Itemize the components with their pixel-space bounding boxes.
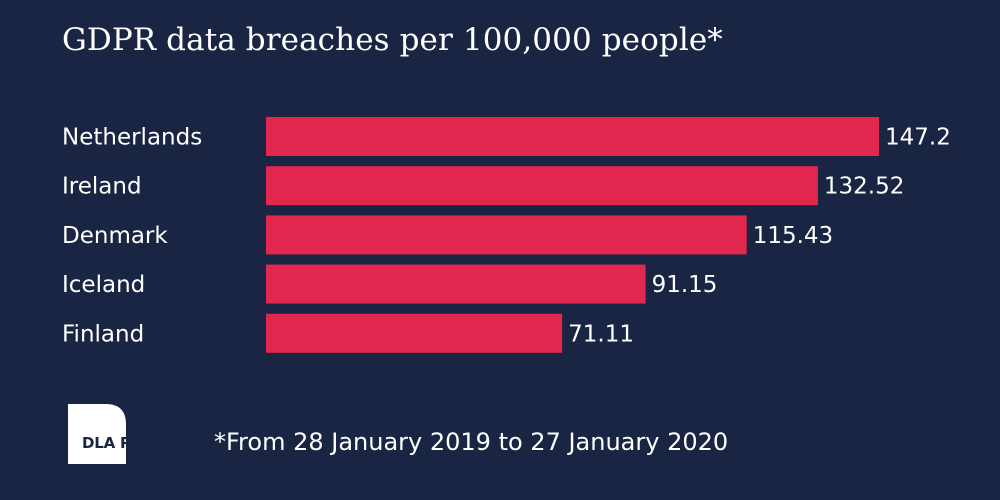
category-label: Denmark: [62, 223, 168, 249]
bar-value-label: 132.52: [824, 174, 904, 200]
bar-value-label: 147.2: [885, 125, 951, 151]
logo-text: DLA PIPER: [82, 434, 169, 452]
bar-value-label: 115.43: [753, 223, 833, 249]
category-label: Iceland: [62, 272, 145, 298]
bar: [266, 264, 646, 304]
category-label: Ireland: [62, 174, 142, 200]
bar: [266, 313, 563, 353]
footnote: *From 28 January 2019 to 27 January 2020: [214, 428, 729, 456]
bar: [266, 117, 879, 156]
bar-chart: Netherlands 147.2 Ireland 132.52 Denmark 115.…: [62, 117, 951, 353]
dla-piper-logo-icon: [68, 404, 126, 464]
bar: [266, 215, 747, 255]
category-label: Netherlands: [62, 125, 202, 151]
chart-title: GDPR data breaches per 100,000 people*: [62, 22, 723, 58]
bar-value-label: 91.15: [652, 272, 718, 298]
bar-value-label: 71.11: [568, 321, 634, 347]
bar: [266, 166, 818, 206]
category-label: Finland: [62, 321, 144, 347]
